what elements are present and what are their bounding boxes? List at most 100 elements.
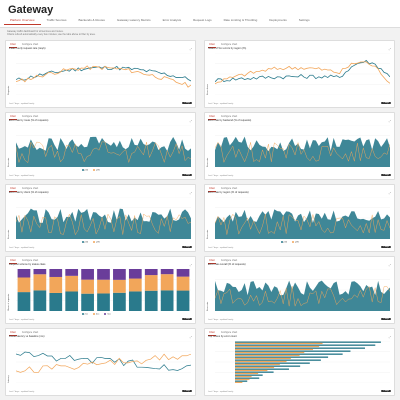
chart-plot [214,52,391,96]
expand-icon[interactable]: ⤢ [189,119,192,123]
chart-card: Chart Configure chart Peak hourly request … [5,40,196,108]
y-axis-label: Latency [8,375,10,383]
expand-icon[interactable]: ⤢ [388,263,391,267]
legend-item[interactable]: p95 [93,241,100,244]
legend-item[interactable]: p95 [93,169,100,172]
zoom-button[interactable]: 7 days [381,102,391,104]
zoom-button[interactable]: 7 days [381,390,391,392]
chart-footnote: Last 7 days · updated hourly [208,247,234,249]
legend-item[interactable]: 4xx [92,313,100,316]
card-tab[interactable]: Chart [208,43,216,48]
stacked-bar-segment [160,269,174,275]
chart-plot [15,52,192,96]
series-line [15,65,192,82]
legend-swatch [81,241,84,243]
card-tab[interactable]: Configure chart [220,115,238,118]
legend-item[interactable]: p50 [280,241,288,244]
card-tab[interactable]: Chart [9,331,17,336]
legend-swatch [81,169,84,171]
tab-item[interactable]: Deployments [269,18,287,22]
zoom-button[interactable]: 7 days [182,390,192,392]
card-tab[interactable]: Chart [208,331,216,336]
card-tab[interactable]: Configure chart [21,43,39,46]
card-tab[interactable]: Configure chart [220,331,238,334]
stacked-bar-segment [113,279,126,293]
legend-label: 4xx [95,313,100,316]
legend-item[interactable]: p95 [292,241,299,244]
stacked-bar-segment [49,276,63,293]
card-tab[interactable]: Chart [9,115,17,120]
card-tab[interactable]: Configure chart [220,43,238,46]
zoom-button[interactable]: 7 days [182,318,192,320]
card-tab[interactable]: Chart [208,115,216,120]
card-tab[interactable]: Configure chart [21,115,39,118]
stacked-bar-segment [65,275,79,292]
legend-swatch [81,313,84,315]
legend-item[interactable]: 2xx [81,313,88,316]
expand-icon[interactable]: ⤢ [189,191,192,195]
legend-label: p50 [84,241,89,244]
tab-item[interactable]: Request Logs [193,18,212,22]
zoom-button[interactable]: 7 days [182,174,192,176]
tab-item[interactable]: Backends & Routes [78,18,105,22]
zoom-button[interactable]: 7 days [182,102,192,104]
chart-plot [215,340,390,384]
legend-label: p50 [283,241,288,244]
chart-title: Share of 5xx errors by region (%) [208,47,247,50]
zoom-button[interactable]: 7 days [381,318,391,320]
chart-footnote: Last 7 days · updated hourly [9,319,35,321]
chart-title: Error rate by client (% of requests) [9,191,49,194]
chart-card: Chart Configure chart Error rate by client… [5,184,196,252]
stacked-bar-segment [160,290,174,311]
chart-footnote: Last 7 days · updated hourly [9,247,35,249]
zoom-button[interactable]: 7 days [381,246,391,248]
card-tab[interactable]: Configure chart [220,187,238,190]
card-tab[interactable]: Configure chart [21,259,39,262]
tab-item[interactable]: Error Analysis [162,18,182,22]
stacked-bar-segment [33,274,47,291]
tab-item[interactable]: Rate Limiting & Throttling [223,18,258,22]
legend-item[interactable]: 5xx [104,313,111,316]
card-tab[interactable]: Chart [208,187,216,192]
chart-title: Error rate overall (% of requests) [208,263,246,266]
expand-icon[interactable]: ⤢ [388,191,391,195]
chart-card: Chart Configure chart Error rate by backen… [204,112,395,180]
chart-area [16,268,191,312]
tab-item[interactable]: Settings [298,18,310,22]
chart-plot [214,268,391,312]
card-tab[interactable]: Configure chart [220,259,238,262]
expand-icon[interactable]: ⤢ [388,119,391,123]
tab-item[interactable]: Platform Overview [4,15,41,25]
bar [235,347,365,349]
chart-card: Chart Configure chart Error rate by route … [5,112,196,180]
expand-icon[interactable]: ⤢ [388,47,391,51]
expand-icon[interactable]: ⤢ [189,335,192,339]
legend-item[interactable]: p50 [81,241,89,244]
stacked-bar-segment [17,292,31,311]
legend-item[interactable]: p50 [81,169,88,172]
card-tab[interactable]: Chart [9,259,17,264]
card-tab[interactable]: Configure chart [21,331,39,334]
tab-item[interactable]: Traffic Sources [46,18,67,22]
bar [235,341,381,343]
chart-plot [15,196,192,240]
stacked-bar-segment [81,293,94,311]
y-axis-label: Error rate [8,157,10,167]
card-tab[interactable]: Chart [208,259,216,264]
tab-item[interactable]: Gateway Latency Metrics [116,18,151,22]
card-tab[interactable]: Chart [9,187,17,192]
expand-icon[interactable]: ⤢ [189,263,192,267]
zoom-button[interactable]: 7 days [381,174,391,176]
card-tab[interactable]: Configure chart [21,187,39,190]
card-tab[interactable]: Chart [9,43,17,48]
stacked-bar-segment [176,269,190,277]
bar [235,360,287,363]
expand-icon[interactable]: ⤢ [189,47,192,51]
zoom-button[interactable]: 7 days [182,246,192,248]
page-title: Gateway [8,4,54,16]
stacked-bar-segment [81,269,94,280]
stacked-bar-segment [128,269,142,279]
bar [235,368,289,370]
expand-icon[interactable]: ⤢ [388,335,391,339]
chart-plot [15,340,192,384]
